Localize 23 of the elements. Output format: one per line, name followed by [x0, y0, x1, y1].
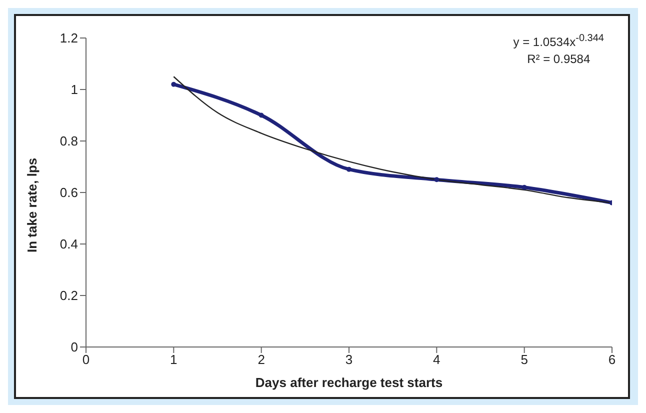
- point: [522, 184, 527, 190]
- point: [434, 177, 440, 182]
- annotation: y = 1.0534x$^{-0.344}$: [513, 32, 604, 51]
- x-tick-label: 3: [345, 352, 353, 368]
- x-axis-title: Days after recharge test starts: [255, 375, 443, 390]
- y-tick-label: 0.4: [60, 236, 78, 252]
- y-tick-label: 0.6: [60, 185, 78, 200]
- y-tick-label: 1.2: [60, 30, 78, 46]
- point: [258, 112, 264, 118]
- annotation: R² = 0.9584: [526, 51, 592, 68]
- x-tick-label: 1: [170, 352, 178, 368]
- y-tick-label: 0: [70, 340, 78, 355]
- y-axis-title: In take rate, lps: [24, 158, 40, 252]
- x-tick-label: 5: [520, 352, 528, 368]
- y-tick-label: 0.2: [60, 288, 78, 304]
- point: [346, 166, 352, 172]
- x-tick-label: 4: [433, 352, 440, 368]
- x-tick-label: 2: [258, 352, 265, 368]
- point: [171, 82, 176, 87]
- x-tick-label: 0: [82, 352, 90, 368]
- y-tick-label: 1: [70, 82, 78, 98]
- x-tick-label: 6: [608, 352, 616, 368]
- y-tick-label: 0.8: [60, 134, 78, 149]
